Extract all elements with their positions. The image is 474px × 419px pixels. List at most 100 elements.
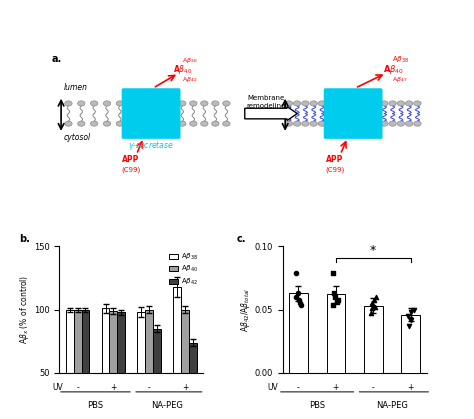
Point [292,294,300,300]
Point [298,301,305,308]
Circle shape [293,101,301,106]
Circle shape [78,121,85,126]
Point [330,290,338,297]
Point [333,299,340,305]
Bar [118,312,125,419]
Point [372,294,379,300]
Text: Membrane: Membrane [247,95,285,101]
Circle shape [389,101,396,106]
Text: +: + [408,383,414,392]
Text: A$\beta_{40}$: A$\beta_{40}$ [383,63,403,76]
Circle shape [397,121,405,126]
Circle shape [116,101,124,106]
Text: -: - [297,383,300,392]
Circle shape [301,101,309,106]
Circle shape [310,101,317,106]
Text: PBS: PBS [309,401,325,410]
Circle shape [212,121,219,126]
Bar [364,306,383,373]
Text: NA-PEG: NA-PEG [151,401,183,410]
Text: +: + [110,383,117,392]
Circle shape [179,101,186,106]
Point [329,269,337,276]
Text: APP: APP [326,155,344,164]
Point [370,296,378,303]
Text: +: + [333,383,339,392]
Circle shape [389,121,396,126]
Circle shape [78,101,85,106]
Text: b.: b. [19,234,30,244]
Circle shape [381,121,388,126]
Text: +: + [182,383,188,392]
Circle shape [310,121,317,126]
Text: remodeling: remodeling [246,103,286,109]
Circle shape [91,101,98,106]
Bar [401,315,420,373]
Circle shape [65,121,72,126]
Text: -: - [148,383,151,392]
Point [369,305,376,312]
Bar [101,308,109,419]
Bar [137,312,145,419]
Point [369,300,376,307]
Circle shape [223,101,230,106]
Bar [289,293,308,373]
Circle shape [190,101,197,106]
Bar [189,343,197,419]
FancyBboxPatch shape [122,88,181,139]
Text: A$\beta_{42}$: A$\beta_{42}$ [182,75,198,84]
Circle shape [285,121,292,126]
FancyArrow shape [245,106,297,121]
Circle shape [201,101,208,106]
Legend: A$\beta_{38}$, A$\beta_{40}$, A$\beta_{42}$: A$\beta_{38}$, A$\beta_{40}$, A$\beta_{4… [167,250,200,289]
Point [407,309,414,316]
Text: UV: UV [53,383,64,392]
Point [329,301,337,308]
Point [295,296,303,303]
Circle shape [397,101,405,106]
Circle shape [223,121,230,126]
Circle shape [285,101,292,106]
Circle shape [381,101,388,106]
Point [407,315,414,322]
Text: *: * [370,243,376,256]
Circle shape [116,121,124,126]
Circle shape [190,121,197,126]
Bar [109,311,118,419]
Circle shape [301,121,309,126]
Y-axis label: A$\beta_x$ (% of control): A$\beta_x$ (% of control) [18,275,31,344]
Circle shape [103,121,111,126]
Text: -: - [76,383,79,392]
Circle shape [293,121,301,126]
Text: NA-PEG: NA-PEG [376,401,408,410]
Text: -: - [372,383,374,392]
Circle shape [65,101,72,106]
Point [410,306,418,313]
Bar [153,328,161,419]
Circle shape [212,101,219,106]
Circle shape [318,101,326,106]
Point [292,269,300,276]
Bar [145,310,153,419]
Text: lumen: lumen [64,83,88,91]
Circle shape [405,121,413,126]
Circle shape [179,121,186,126]
Circle shape [91,121,98,126]
Point [404,313,411,319]
FancyBboxPatch shape [324,88,383,139]
Text: PBS: PBS [87,401,103,410]
Bar [73,310,82,419]
Text: $\gamma$-secretase: $\gamma$-secretase [128,139,174,152]
Circle shape [405,101,413,106]
Text: a.: a. [52,54,62,64]
Point [331,294,338,300]
Point [405,323,413,329]
Bar [173,287,181,419]
Circle shape [414,101,421,106]
Circle shape [414,121,421,126]
Point [407,316,415,323]
Text: A$\beta_{47}$: A$\beta_{47}$ [392,75,407,84]
Bar [327,295,345,373]
Bar [181,310,189,419]
Point [371,304,379,310]
